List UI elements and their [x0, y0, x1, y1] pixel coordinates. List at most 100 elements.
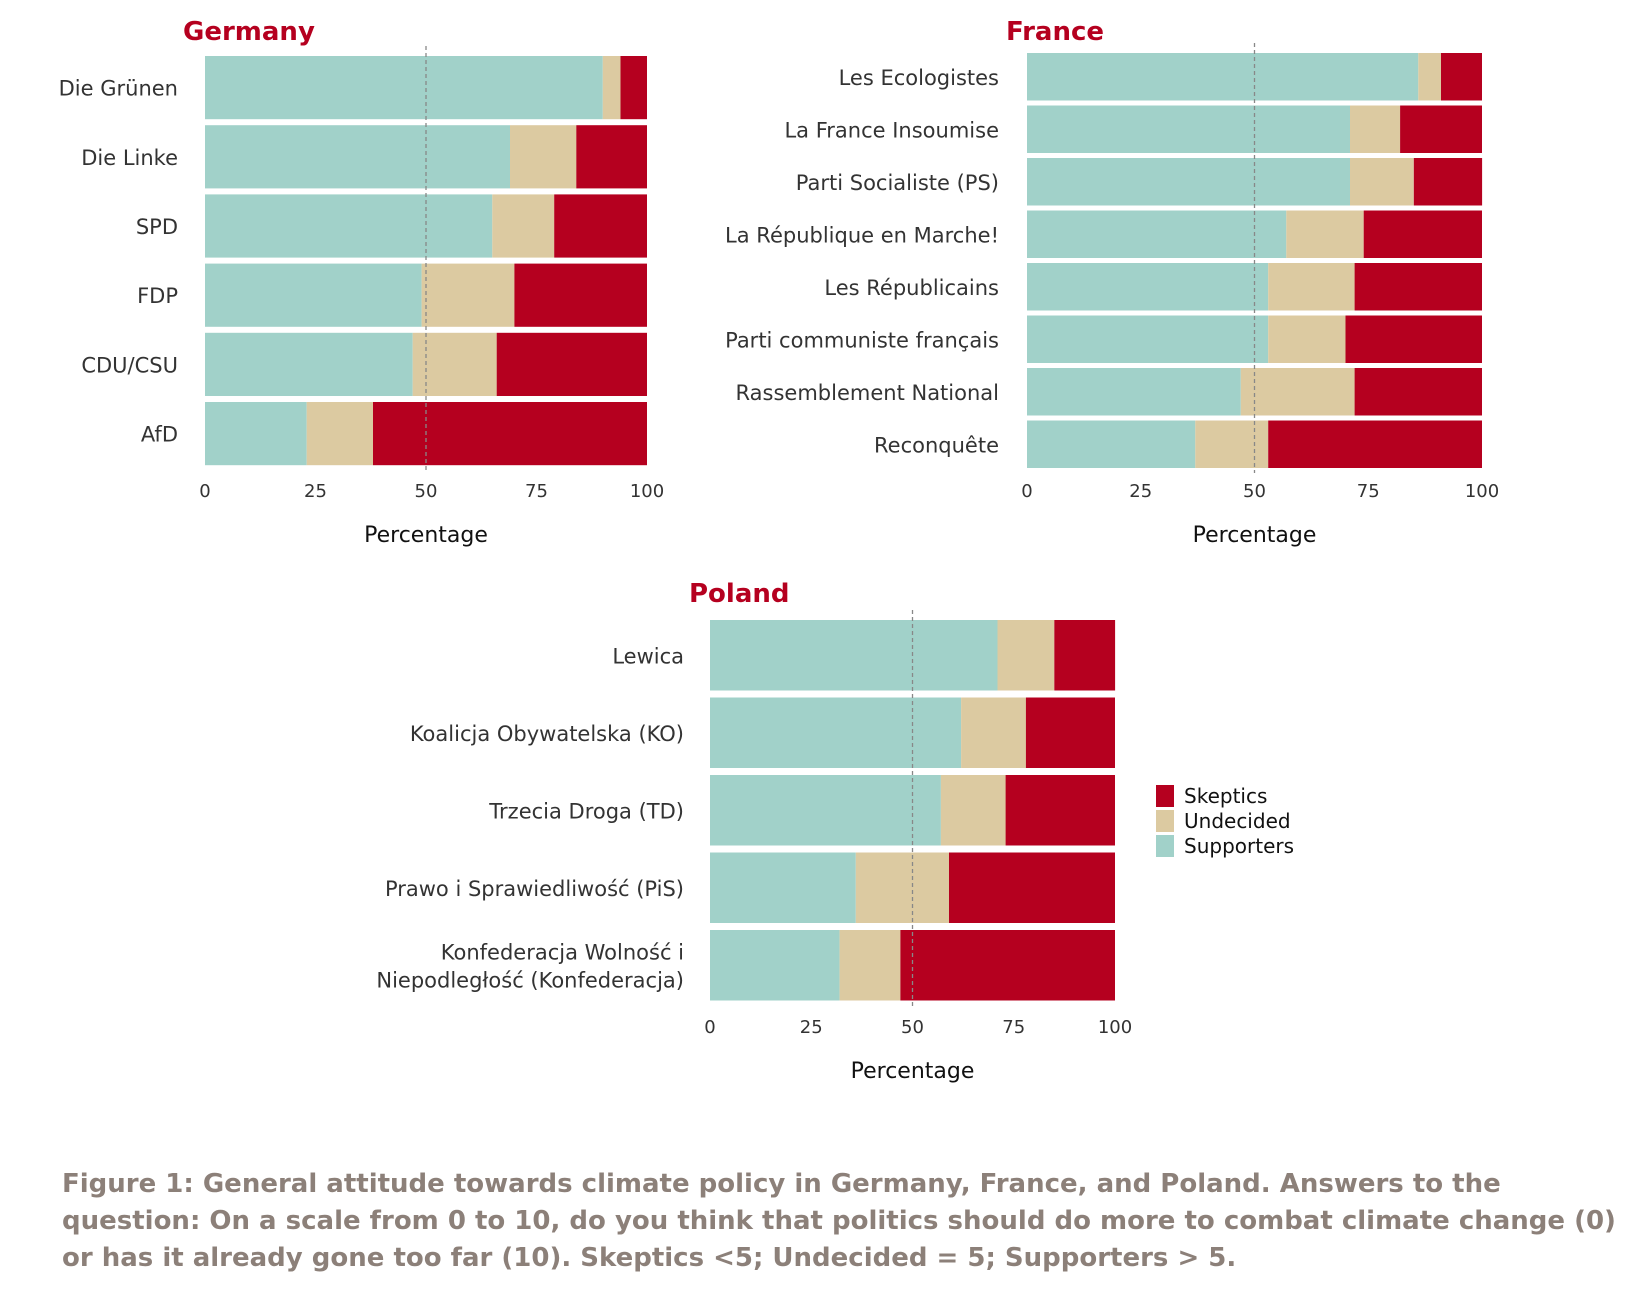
legend-label-supporters: Supporters [1184, 834, 1294, 858]
axis-title: Percentage [1193, 523, 1317, 548]
chart-area: Germany Die Grünen Die Linke SPD FDP CDU/CSU A… [59, 17, 1500, 1084]
category-label: La France Insoumise [784, 118, 999, 142]
category-label: Reconquête [874, 433, 999, 457]
bar-segment-skeptics [1025, 697, 1115, 768]
bar-segment-undecided [1286, 210, 1364, 258]
bar-segment-supporters [205, 332, 413, 396]
bar-segment-supporters [710, 852, 856, 923]
bar-segment-undecided [492, 194, 555, 258]
tick-label: 100 [1465, 481, 1499, 502]
category-label: Parti Socialiste (PS) [796, 171, 999, 195]
tick-label: 0 [1021, 481, 1032, 502]
category-label: Lewica [612, 644, 684, 668]
bar-segment-skeptics [1054, 620, 1116, 691]
bar-segment-skeptics [576, 125, 647, 189]
tick-label: 25 [1129, 481, 1152, 502]
bar-segment-skeptics [900, 930, 1115, 1001]
category-label: La République en Marche! [725, 223, 999, 247]
bar-segment-supporters [710, 930, 840, 1001]
bar-segment-undecided [1268, 263, 1355, 311]
category-label: Koalicja Obywatelska (KO) [410, 722, 684, 746]
chart-title-germany: Germany [183, 17, 315, 47]
category-label: AfD [141, 423, 178, 447]
bar-segment-skeptics [1354, 263, 1482, 311]
bar-segment-supporters [1027, 53, 1419, 101]
bar-segment-undecided [1195, 420, 1269, 468]
bar-segment-skeptics [1441, 53, 1482, 101]
bar-segment-skeptics [1354, 368, 1482, 416]
category-label: Rassemblement National [736, 381, 999, 405]
tick-label: 75 [1357, 481, 1380, 502]
bar-segment-skeptics [1268, 420, 1482, 468]
tick-label: 0 [704, 1017, 715, 1038]
category-label: CDU/CSU [81, 353, 178, 377]
bar-segment-undecided [940, 775, 1006, 846]
category-label: Les Républicains [824, 276, 999, 300]
legend-label-undecided: Undecided [1184, 809, 1291, 833]
bar-segment-undecided [306, 402, 373, 466]
bar-segment-undecided [839, 930, 901, 1001]
chart-panel-france: France Les Ecologistes La France Insoumise… [725, 17, 1499, 548]
tick-label: 50 [901, 1017, 924, 1038]
bar-segment-supporters [1027, 420, 1196, 468]
bar-segment-supporters [1027, 263, 1269, 311]
bar-segment-skeptics [496, 332, 647, 396]
tick-label: 75 [1002, 1017, 1025, 1038]
chart-panel-germany: Germany Die Grünen Die Linke SPD FDP CDU/CSU A… [59, 17, 665, 548]
chart-title-poland: Poland [689, 579, 790, 609]
bar-segment-undecided [421, 263, 515, 327]
bar-segment-undecided [412, 332, 497, 396]
tick-label: 100 [1098, 1017, 1132, 1038]
tick-label: 25 [304, 481, 327, 502]
legend-swatch-skeptics [1156, 785, 1174, 807]
bar-segment-supporters [205, 56, 603, 120]
bar-segment-undecided [997, 620, 1055, 691]
bar-segment-skeptics [373, 402, 647, 466]
category-label: Trzecia Droga (TD) [488, 799, 684, 823]
bar-segment-supporters [1027, 315, 1269, 363]
bar-segment-supporters [1027, 158, 1350, 206]
bar-segment-undecided [1240, 368, 1355, 416]
bar-segment-skeptics [1345, 315, 1482, 363]
tick-label: 50 [415, 481, 438, 502]
bar-segment-undecided [510, 125, 577, 189]
bar-segment-supporters [205, 402, 307, 466]
legend-swatch-undecided [1156, 810, 1174, 832]
category-label: Parti communiste français [725, 328, 999, 352]
bar-segment-skeptics [514, 263, 647, 327]
bar-segment-undecided [1350, 158, 1414, 206]
bar-segment-undecided [602, 56, 621, 120]
legend-label-skeptics: Skeptics [1184, 784, 1267, 808]
bar-segment-skeptics [1413, 158, 1483, 206]
bar-segment-undecided [1350, 105, 1400, 153]
tick-label: 100 [630, 481, 664, 502]
bar-segment-skeptics [1400, 105, 1482, 153]
bar-segment-supporters [710, 697, 962, 768]
tick-label: 75 [525, 481, 548, 502]
legend-swatch-supporters [1156, 835, 1174, 857]
bar-segment-undecided [1418, 53, 1442, 101]
category-label: SPD [136, 215, 178, 239]
bar-segment-skeptics [1363, 210, 1482, 258]
bar-segment-undecided [961, 697, 1026, 768]
axis-title: Percentage [851, 1059, 975, 1084]
bar-segment-supporters [205, 125, 510, 189]
axis-title: Percentage [364, 523, 488, 548]
category-label: Les Ecologistes [839, 66, 999, 90]
chart-title-france: France [1006, 17, 1104, 47]
tick-label: 25 [800, 1017, 823, 1038]
tick-label: 50 [1243, 481, 1266, 502]
bar-segment-skeptics [554, 194, 647, 258]
bar-segment-skeptics [949, 852, 1115, 923]
bar-segment-supporters [1027, 210, 1287, 258]
category-label: Prawo i Sprawiedliwość (PiS) [385, 877, 684, 901]
figure-caption: Figure 1: General attitude towards clima… [62, 1169, 1616, 1273]
bar-segment-supporters [710, 620, 998, 691]
bar-segment-undecided [855, 852, 949, 923]
bar-segment-supporters [710, 775, 941, 846]
category-label: Konfederacja Wolność i Niepodległość (Kon… [376, 940, 684, 992]
category-label: Die Linke [81, 146, 178, 170]
chart-panel-poland: Poland Lewica Koalicja Obywatelska (KO) Trz… [376, 579, 1132, 1084]
